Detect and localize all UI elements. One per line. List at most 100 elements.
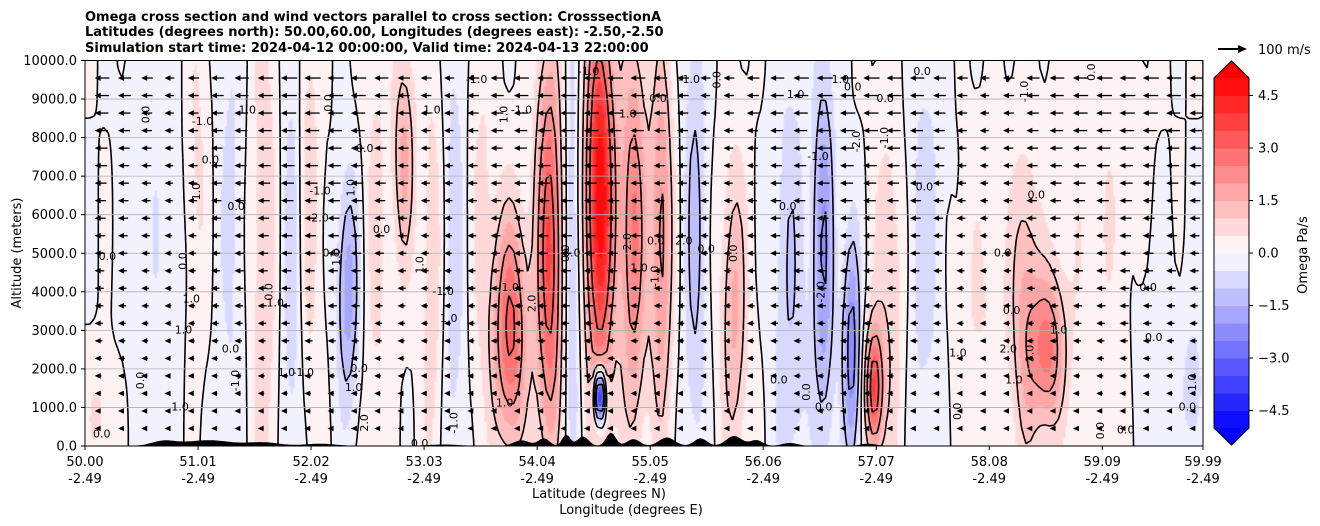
wind-vector-arrow [234, 145, 248, 151]
wind-vector-arrow [1049, 180, 1062, 186]
wind-vector-arrow [979, 373, 986, 379]
wind-vector-arrow [863, 75, 880, 81]
wind-vector-arrow [863, 425, 870, 432]
wind-vector-arrow [537, 338, 546, 344]
wind-vector-arrow [630, 408, 637, 414]
wind-vector-arrow [280, 250, 292, 257]
wind-vector-arrow [583, 408, 590, 414]
wind-vector-arrow [537, 145, 551, 151]
wind-vector-arrow [374, 373, 381, 379]
wind-vector-arrow [444, 92, 454, 99]
wind-vector-arrow [816, 180, 830, 186]
wind-vector-arrow [676, 338, 684, 344]
y-tick-label: 5000.0 [32, 247, 78, 262]
wind-vector-arrow [630, 320, 639, 327]
wind-vector-arrow [653, 338, 662, 344]
contour-label: 1.0 [1005, 373, 1023, 386]
wind-vector-arrow [886, 197, 899, 204]
wind-vector-arrow [94, 145, 108, 151]
contour-label: 1.0 [278, 366, 296, 379]
x-tick-label-lat: 56.06 [745, 455, 782, 470]
wind-vector-arrow [397, 267, 407, 274]
colorbar-tick-label: 1.5 [1258, 194, 1279, 209]
wind-vector-arrow [257, 267, 268, 274]
wind-vector-arrow [211, 215, 222, 222]
wind-vector-arrow [94, 197, 107, 204]
wind-vector-arrow [956, 408, 963, 414]
colorbar-label: Omega Pa/s [1296, 216, 1311, 294]
wind-vector-arrow [350, 180, 364, 186]
wind-vector-arrow [211, 338, 219, 344]
wind-vector-arrow [513, 127, 528, 134]
x-axis-ticks: 50.00 -2.49 51.01 -2.49 52.02 -2.49 53.03 -2.49… [66, 446, 1222, 487]
wind-vector-arrow [1026, 408, 1033, 414]
wind-vector-arrow [770, 425, 777, 432]
contour-label: 0.0 [99, 250, 117, 263]
colorbar-tick-label: 4.5 [1258, 89, 1279, 104]
contour-label: 2.0 [1000, 343, 1018, 356]
wind-vector-arrow [1003, 285, 1011, 292]
wind-vector-arrow [234, 338, 243, 344]
wind-vector-arrow [187, 303, 196, 309]
contour-label: 1.0 [619, 107, 637, 120]
wind-vector-arrow [886, 250, 898, 257]
wind-vector-arrow [839, 338, 849, 344]
wind-vector-arrow [280, 145, 296, 151]
wind-vector-arrow [770, 127, 783, 134]
wind-vector-arrow [94, 285, 104, 292]
wind-vector-arrow [607, 215, 619, 222]
wind-vector-arrow [793, 373, 801, 379]
wind-vector-arrow [444, 215, 453, 222]
wind-vector-arrow [234, 75, 249, 81]
wind-vector-arrow [187, 145, 198, 151]
wind-vector-arrow [1096, 145, 1111, 151]
wind-vector-arrow [1049, 145, 1063, 151]
wind-vector-arrow [933, 408, 940, 414]
wind-vector-arrow [956, 162, 967, 169]
colorbar-tick-label: −1.5 [1258, 299, 1290, 314]
contour-labels: 0.00.00.01.00.01.01.00.0-1.00.01.00.01.0… [93, 63, 1199, 446]
contour-label: 1.0 [330, 248, 343, 266]
wind-vector-arrow [1142, 145, 1157, 151]
wind-vector-arrow [1049, 320, 1058, 327]
contour-label: 0.0 [800, 383, 813, 401]
contour-label: 1.0 [344, 179, 357, 197]
wind-vector-arrow [280, 338, 290, 344]
wind-vector-arrow [653, 92, 667, 99]
wind-vector-arrow [607, 110, 622, 116]
wind-vector-arrow [956, 127, 967, 134]
wind-vector-arrow [933, 303, 942, 309]
wind-vector-arrow [1096, 373, 1104, 379]
wind-vector-arrow [374, 75, 389, 81]
wind-vector-arrow [257, 355, 266, 362]
wind-vector-arrow [676, 92, 689, 99]
wind-vector-arrow [1072, 110, 1088, 116]
wind-vector-arrow [164, 408, 171, 414]
wind-vector-arrow [141, 250, 150, 257]
wind-vector-arrow [1142, 320, 1152, 327]
wind-vector-arrow [886, 92, 902, 99]
wind-vector-arrow [630, 75, 646, 81]
wind-vector-arrow [280, 197, 294, 204]
wind-vector-arrow [933, 355, 941, 362]
wind-vector-arrow [770, 162, 783, 169]
contour-label: -1.0 [229, 370, 242, 391]
wind-vector-arrow [490, 425, 497, 432]
wind-vector-arrow [141, 75, 153, 81]
wind-vector-arrow [467, 338, 475, 344]
wind-vector-arrow [1003, 425, 1010, 432]
y-tick-label: 6000.0 [32, 208, 78, 223]
wind-vector-arrow [467, 92, 479, 99]
wind-vector-arrow [1189, 250, 1200, 257]
wind-vector-arrow [211, 110, 224, 116]
wind-vector-arrow [770, 197, 782, 204]
wind-vector-arrow [746, 303, 755, 309]
wind-vector-arrow [676, 127, 688, 134]
wind-vector-arrow [1119, 215, 1132, 222]
wind-vector-arrow [350, 338, 359, 344]
wind-vector-arrow [187, 92, 199, 99]
wind-vector-arrow [513, 92, 529, 99]
wind-vector-arrow [257, 320, 267, 327]
wind-vector-arrow [513, 373, 521, 379]
contour-label: -1.0 [878, 127, 891, 148]
